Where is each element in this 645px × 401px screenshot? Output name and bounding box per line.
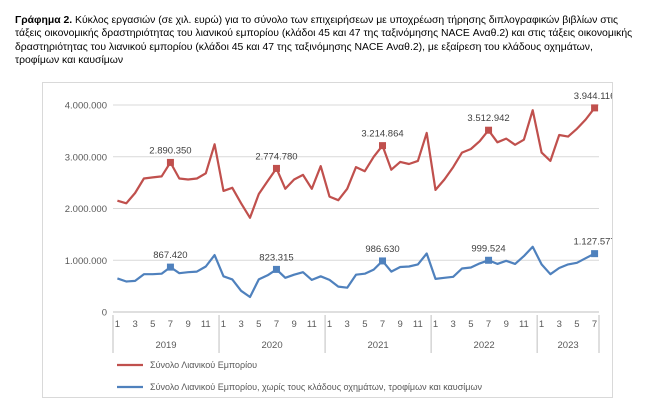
x-tick-label: 7 [380,319,385,330]
x-tick-label: 11 [201,319,211,330]
x-tick-label: 1 [433,319,438,330]
data-marker [485,256,493,264]
year-label: 2022 [474,340,495,351]
data-marker [272,164,280,172]
x-tick-label: 3 [132,319,137,330]
y-tick-label: 4.000.000 [65,101,107,112]
x-tick-label: 3 [345,319,350,330]
x-tick-label: 5 [468,319,473,330]
year-label: 2023 [558,340,579,351]
series-line-total-retail [117,107,596,219]
line-chart: 0 1.000.000 2.000.000 3.000.000 4.000.000 1 3 5… [65,91,612,392]
x-tick-label: 11 [519,319,529,330]
x-tick-label: 1 [539,319,544,330]
data-label: 867.420 [153,250,187,261]
data-label: 3.214.864 [361,129,403,140]
x-tick-label: 1 [115,319,120,330]
data-label: 823.315 [259,252,293,263]
x-tick-label: 1 [327,319,332,330]
data-label: 2.774.780 [255,151,297,162]
x-tick-label: 7 [168,319,173,330]
x-tick-label: 7 [486,319,491,330]
x-tick-label: 11 [413,319,423,330]
x-tick-label: 5 [574,319,579,330]
data-label: 3.512.942 [467,113,509,124]
data-label: 1.127.577 [573,237,612,248]
x-tick-label: 5 [362,319,367,330]
chart-frame: 0 1.000.000 2.000.000 3.000.000 4.000.000 1 3 5… [42,82,613,398]
legend-label: Σύνολο Λιανικού Εμπορίου, χωρίς τους κλά… [150,382,482,392]
x-tick-label: 1 [221,319,226,330]
data-label: 2.890.350 [149,145,191,156]
x-tick-label: 5 [150,319,155,330]
data-marker [166,263,174,271]
chart-caption: Γράφημα 2. Κύκλος εργασιών (σε χιλ. ευρώ… [15,14,635,68]
data-marker [379,142,387,150]
x-tick-label: 9 [185,319,190,330]
series-line-retail-excl [117,245,596,299]
data-label: 999.524 [471,243,505,254]
data-label: 3.944.116 [574,91,612,102]
x-tick-label: 7 [274,319,279,330]
x-tick-label: 9 [291,319,296,330]
y-tick-label: 0 [102,308,107,319]
x-tick-label: 3 [451,319,456,330]
data-marker [272,265,280,273]
x-tick-label: 11 [307,319,317,330]
x-tick-label: 3 [238,319,243,330]
data-marker [166,158,174,166]
x-tick-label: 9 [504,319,509,330]
x-tick-label: 7 [592,319,597,330]
legend-label: Σύνολο Λιανικού Εμπορίου [150,360,257,370]
data-marker [591,250,599,258]
data-label: 986.630 [365,244,399,255]
year-label: 2020 [261,340,282,351]
year-label: 2021 [368,340,389,351]
x-tick-label: 5 [256,319,261,330]
data-marker [379,257,387,265]
data-marker [485,126,493,134]
data-marker [591,104,599,112]
y-tick-label: 1.000.000 [65,256,107,267]
caption-text: Κύκλος εργασιών (σε χιλ. ευρώ) για το σύ… [15,15,633,67]
y-tick-label: 3.000.000 [65,152,107,163]
y-tick-label: 2.000.000 [65,204,107,215]
year-label: 2019 [155,340,176,351]
caption-label: Γράφημα 2. [15,15,73,26]
x-tick-label: 3 [557,319,562,330]
x-tick-label: 9 [398,319,403,330]
